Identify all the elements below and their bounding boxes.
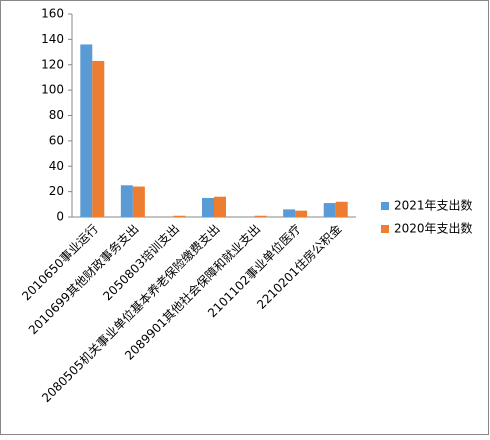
y-tick-label: 100 bbox=[41, 83, 64, 97]
y-tick-label: 80 bbox=[49, 108, 64, 122]
y-tick-label: 160 bbox=[41, 7, 64, 21]
y-tick-label: 60 bbox=[49, 133, 64, 147]
legend-swatch bbox=[381, 225, 389, 233]
bar bbox=[202, 197, 214, 217]
bar bbox=[323, 203, 336, 217]
bar bbox=[173, 215, 186, 217]
legend-label: 2021年支出数 bbox=[394, 198, 473, 213]
bar bbox=[132, 186, 145, 217]
y-tick-label: 140 bbox=[41, 32, 64, 46]
legend-label: 2020年支出数 bbox=[394, 221, 473, 236]
bar bbox=[80, 44, 93, 218]
y-tick-label: 40 bbox=[49, 159, 64, 173]
bar bbox=[214, 196, 226, 217]
bar bbox=[283, 209, 296, 217]
legend-swatch bbox=[381, 202, 389, 210]
y-tick-label: 120 bbox=[41, 57, 64, 71]
bar bbox=[92, 60, 105, 217]
bar bbox=[254, 215, 267, 217]
y-tick-label: 0 bbox=[56, 210, 64, 224]
bar bbox=[295, 210, 308, 217]
bar bbox=[335, 201, 348, 217]
y-tick-label: 20 bbox=[49, 184, 64, 198]
bar bbox=[120, 185, 133, 217]
